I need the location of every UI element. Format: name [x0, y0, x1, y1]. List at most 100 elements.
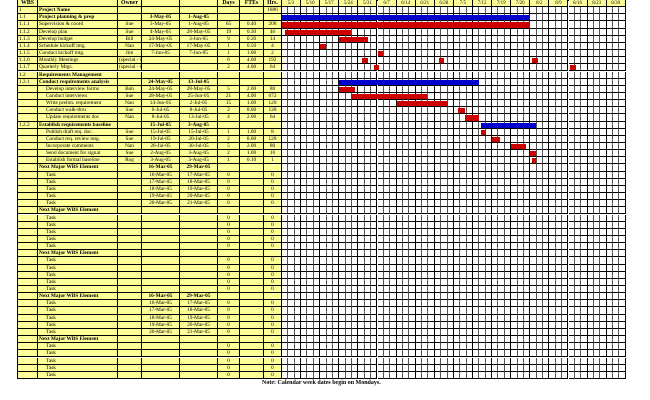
gantt-grid-cell: [434, 150, 442, 158]
task-bar: [532, 158, 537, 164]
gantt-grid-cell: [307, 128, 314, 136]
gantt-grid-cell: [294, 35, 302, 43]
gantt-grid-cell: [587, 185, 594, 194]
gantt-grid-cell: [511, 185, 518, 194]
gantt-grid-cell: [517, 107, 524, 115]
task-bar: [282, 22, 531, 28]
gantt-grid-cell: [377, 164, 384, 172]
gantt-grid-cell: [301, 121, 308, 129]
gantt-grid-cell: [383, 121, 391, 129]
cell-start: 19-Mar-05: [142, 193, 180, 201]
gantt-grid-cell: [402, 143, 410, 151]
gantt-grid-cell: [422, 143, 429, 151]
gantt-grid-cell: [390, 121, 397, 129]
gantt-grid-cell: [511, 64, 518, 72]
gantt-grid-cell: [326, 164, 333, 172]
cell-ftes: [240, 314, 264, 322]
cell-hrs: 0: [264, 178, 282, 186]
gantt-grid-cell: [593, 171, 601, 179]
gantt-grid-cell: [371, 7, 378, 15]
gantt-grid-cell: [364, 57, 372, 65]
gantt-grid-cell: [485, 157, 493, 165]
gantt-grid-cell: [332, 7, 340, 15]
gantt-grid-cell: [396, 85, 403, 93]
gantt-grid-cell: [523, 71, 531, 79]
gantt-grid-cell: [562, 57, 569, 65]
gantt-grid-cell: [352, 100, 359, 108]
gantt-grid-cell: [536, 135, 544, 143]
cell-ftes: [240, 164, 264, 172]
gantt-grid-cell: [422, 171, 429, 179]
gantt-grid-cell: [581, 157, 588, 165]
cell-owner: [118, 178, 142, 186]
cell-owner: [118, 14, 142, 22]
gantt-grid-cell: [371, 185, 378, 194]
cell-wbs: [18, 228, 38, 236]
gantt-grid-cell: [600, 135, 607, 143]
gantt-grid-cell: [574, 164, 582, 172]
gantt-grid-cell: [492, 185, 499, 194]
gantt-grid-cell: [536, 21, 544, 29]
gantt-grid-cell: [377, 143, 384, 151]
gantt-grid-cell: [549, 35, 556, 43]
gantt-grid-cell: [294, 64, 302, 72]
gantt-grid-cell: [320, 135, 327, 143]
gantt-grid-cell: [434, 71, 442, 79]
gantt-grid-cell: [473, 50, 480, 58]
gantt-grid-cell: [447, 28, 454, 36]
cell-days: 0: [218, 278, 240, 286]
task-bar: [339, 86, 355, 92]
gantt-grid-cell: [479, 107, 486, 115]
gantt-grid-cell: [364, 171, 372, 179]
gantt-grid-cell: [301, 157, 308, 165]
gantt-grid-cell: [593, 150, 601, 158]
gantt-grid-cell: [568, 128, 575, 136]
gantt-grid-cell: [301, 200, 308, 208]
gantt-grid-cell: [358, 107, 365, 115]
gantt-grid-cell: [358, 150, 365, 158]
gantt-grid-cell: [352, 7, 359, 15]
gantt-grid-cell: [517, 42, 524, 51]
gantt-grid-cell: [447, 35, 454, 43]
cell-start: [142, 214, 180, 222]
gantt-grid-cell: [402, 121, 410, 129]
gantt-grid-cell: [606, 178, 614, 186]
gantt-grid-cell: [409, 114, 416, 122]
gantt-grid-cell: [606, 71, 614, 79]
cell-finish: 3-Jun-05: [180, 35, 218, 43]
gantt-grid-cell: [282, 57, 289, 65]
cell-start: [142, 207, 180, 215]
cell-finish: 7-Jun-05: [180, 50, 218, 58]
gantt-grid-cell: [600, 50, 607, 58]
gantt-grid-cell: [339, 185, 346, 194]
cell-start: 28-May-05: [142, 92, 180, 101]
gantt-grid-cell: [377, 35, 384, 43]
gantt-grid-cell: [523, 114, 531, 122]
gantt-grid-cell: [447, 57, 454, 65]
gantt-grid-cell: [453, 135, 461, 143]
gantt-grid-cell: [371, 114, 378, 122]
gantt-grid-cell: [473, 171, 480, 179]
gantt-grid-cell: [485, 114, 493, 122]
week-date-header: 8/23: [587, 0, 607, 8]
gantt-grid-cell: [600, 178, 607, 186]
gantt-grid-cell: [511, 78, 518, 86]
gantt-grid-cell: [428, 171, 435, 179]
cell-start: 17-Mar-05: [142, 307, 180, 315]
gantt-grid-cell: [339, 100, 346, 108]
gantt-grid-cell: [593, 135, 601, 143]
cell-task: Establish requirements baseline: [38, 121, 118, 129]
cell-hrs: 0: [264, 343, 282, 351]
cell-wbs: 1.2.1: [18, 78, 38, 86]
gantt-grid-cell: [593, 85, 601, 93]
gantt-grid-cell: [358, 171, 365, 179]
gantt-grid-cell: [587, 100, 594, 108]
gantt-grid-cell: [536, 92, 544, 101]
cell-wbs: [18, 135, 38, 143]
gantt-grid-cell: [593, 128, 601, 136]
gantt-grid-cell: [600, 57, 607, 65]
gantt-grid-cell: [396, 178, 403, 186]
gantt-grid-cell: [339, 107, 346, 115]
gantt-grid-cell: [422, 150, 429, 158]
gantt-grid-cell: [466, 92, 473, 101]
